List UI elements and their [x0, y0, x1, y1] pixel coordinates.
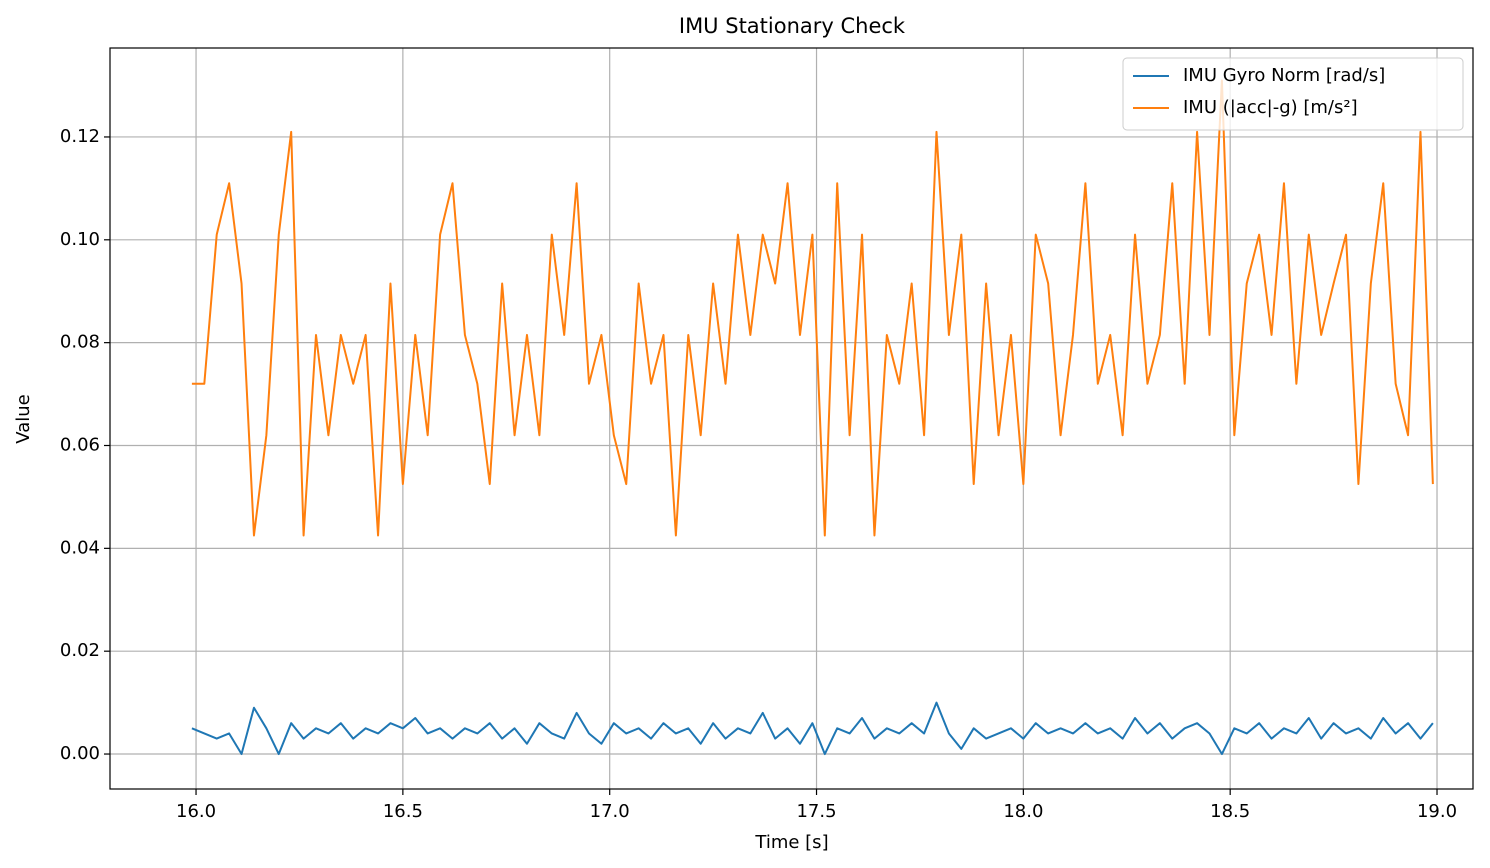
- x-tick-label: 18.0: [1003, 801, 1043, 822]
- y-tick-label: 0.08: [60, 332, 100, 353]
- y-tick-label: 0.10: [60, 229, 100, 250]
- x-tick-label: 19.0: [1417, 801, 1457, 822]
- x-tick-label: 16.5: [383, 801, 423, 822]
- plot-frame: [109, 47, 1474, 790]
- series-line: [191, 79, 1434, 537]
- x-tick-label: 16.0: [176, 801, 216, 822]
- y-axis-label: Value: [13, 394, 34, 443]
- y-tick-label: 0.02: [60, 640, 100, 661]
- legend-label: IMU Gyro Norm [rad/s]: [1183, 65, 1385, 86]
- legend-label: IMU (|acc|-g) [m/s²]: [1183, 97, 1358, 118]
- y-tick-label: 0.12: [60, 126, 100, 147]
- x-axis-label: Time [s]: [754, 832, 828, 853]
- series-line: [191, 701, 1434, 756]
- legend-box: [1122, 57, 1464, 131]
- x-tick-label: 17.5: [796, 801, 836, 822]
- legend: IMU Gyro Norm [rad/s] IMU (|acc|-g) [m/s²…: [1122, 57, 1464, 131]
- x-tick-label: 17.0: [590, 801, 630, 822]
- y-tick-label: 0.06: [60, 434, 100, 455]
- x-tick-label: 18.5: [1210, 801, 1250, 822]
- y-tick-label: 0.04: [60, 537, 100, 558]
- chart-title: IMU Stationary Check: [679, 14, 906, 38]
- y-tick-label: 0.00: [60, 743, 100, 764]
